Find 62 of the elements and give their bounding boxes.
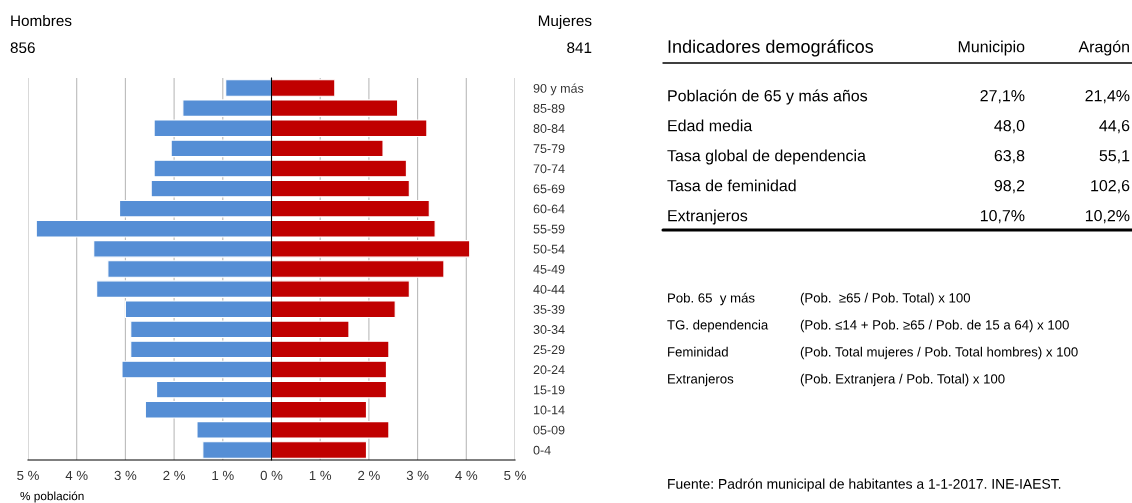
data-label: 21,4% bbox=[1085, 89, 1130, 104]
y-tick-label: 25-29 bbox=[533, 345, 565, 355]
data-label: 98,2 bbox=[994, 179, 1025, 194]
data-label: 55,1 bbox=[1099, 150, 1130, 164]
text: 841 bbox=[567, 42, 592, 54]
y-tick-label: 85-89 bbox=[533, 103, 565, 113]
text: Feminidad bbox=[668, 346, 728, 357]
text: Aragón bbox=[1078, 40, 1129, 56]
y-tick-label: 30-34 bbox=[533, 325, 565, 334]
y-tick-label: 20-24 bbox=[533, 365, 565, 375]
text: (Pob. ≤14 + Pob. ≥65 / Pob. de 15 a 64) x 100 bbox=[800, 319, 1069, 333]
text: (Pob. ≥65 / Pob. Total) x 100 bbox=[800, 292, 971, 306]
y-tick-label: 45-49 bbox=[533, 264, 565, 274]
y-tick-label: 80-84 bbox=[533, 124, 565, 133]
y-tick-label: 50-54 bbox=[533, 244, 565, 254]
y-tick-label: 05-09 bbox=[533, 425, 565, 435]
x-tick-label: 4 % bbox=[455, 470, 478, 481]
x-axis-title: % población bbox=[20, 491, 84, 503]
text: (Pob. Total mujeres / Pob. Total hombres) x 100 bbox=[800, 346, 1078, 360]
category-label: Edad media bbox=[668, 119, 753, 132]
y-tick-label: 40-44 bbox=[533, 284, 565, 294]
x-tick-label: 5 % bbox=[504, 470, 526, 481]
text: TG. dependencia bbox=[667, 319, 769, 333]
data-label: 44,6 bbox=[1099, 119, 1130, 134]
x-tick-label: 5 % bbox=[17, 470, 39, 481]
data-label: 27,1% bbox=[980, 89, 1025, 104]
y-tick-label: 70-74 bbox=[533, 164, 565, 174]
x-tick-label: 3 % bbox=[406, 470, 429, 481]
data-label: 102,6 bbox=[1091, 179, 1130, 194]
y-tick-label: 10-14 bbox=[534, 405, 565, 415]
text: Mujeres bbox=[538, 14, 592, 30]
data-label: 63,8 bbox=[994, 149, 1025, 164]
x-tick-label: 2 % bbox=[163, 470, 185, 481]
y-tick-label: 15-19 bbox=[534, 385, 565, 395]
x-tick-label: 2 % bbox=[358, 470, 380, 481]
text: Municipio bbox=[958, 40, 1025, 56]
y-tick-label: 65-69 bbox=[533, 184, 565, 194]
text: Extranjeros bbox=[668, 373, 734, 387]
text: Hombres bbox=[11, 14, 72, 27]
category-label: Tasa de feminidad bbox=[667, 179, 796, 192]
data-label: 10,7% bbox=[980, 209, 1025, 224]
category-label: Tasa global de dependencia bbox=[667, 149, 866, 165]
text: (Pob. Extranjera / Pob. Total) x 100 bbox=[800, 373, 1005, 387]
y-tick-label: 55-59 bbox=[533, 224, 565, 234]
x-tick-label: 1 % bbox=[309, 470, 332, 481]
text: 856 bbox=[10, 42, 35, 54]
y-tick-label: 0-4 bbox=[533, 445, 551, 455]
category-label: Extranjeros bbox=[668, 209, 748, 225]
y-tick-label: 60-64 bbox=[533, 204, 565, 214]
x-tick-label: 1 % bbox=[212, 470, 234, 481]
text: Indicadores demográficos bbox=[668, 39, 874, 57]
source-note: Fuente: Padrón municipal de habitantes a 1-1-2017. INE-IAEST. bbox=[668, 478, 1061, 492]
x-tick-label: 3 % bbox=[114, 470, 137, 481]
x-tick-label: 0 % bbox=[260, 470, 283, 481]
category-label: Población de 65 y más años bbox=[668, 89, 868, 105]
y-tick-label: 35-39 bbox=[533, 305, 565, 314]
x-tick-label: 4 % bbox=[65, 470, 88, 481]
y-tick-label: 90 y más bbox=[533, 83, 584, 96]
data-label: 10,2% bbox=[1085, 209, 1130, 224]
text: Pob. 65 y más bbox=[668, 292, 755, 306]
y-tick-label: 75-79 bbox=[533, 144, 565, 154]
data-label: 48,0 bbox=[994, 119, 1025, 134]
